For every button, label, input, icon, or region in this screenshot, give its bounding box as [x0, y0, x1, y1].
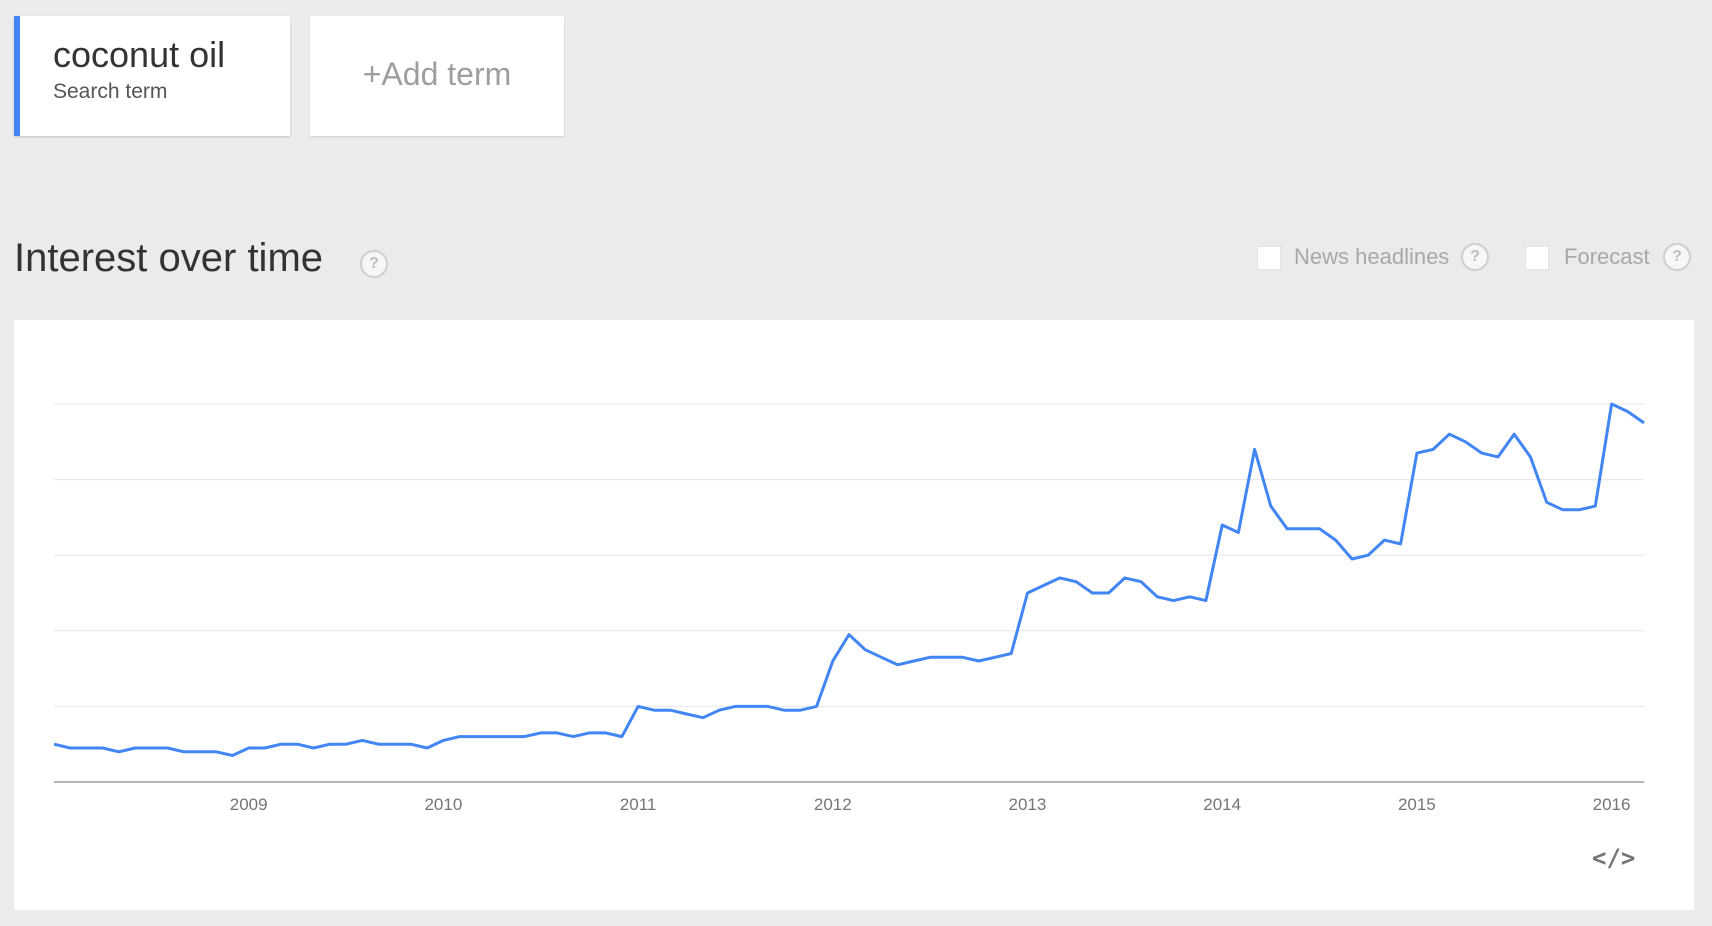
news-headlines-checkbox[interactable]: [1257, 246, 1281, 270]
add-term-label: +Add term: [362, 56, 512, 92]
x-tick-label: 2010: [424, 795, 462, 814]
x-tick-label: 2011: [620, 795, 657, 814]
x-tick-label: 2015: [1398, 795, 1436, 814]
search-term-card[interactable]: coconut oil Search term: [14, 16, 290, 136]
news-headlines-label[interactable]: News headlines: [1294, 244, 1450, 269]
chart-canvas: 2009 2010 2011 2012 2013 2014 2015 2016: [53, 402, 1645, 814]
forecast-label[interactable]: Forecast: [1564, 244, 1650, 269]
x-tick-label: 2014: [1203, 795, 1241, 814]
section-title: Interest over time: [14, 236, 324, 280]
forecast-question-icon[interactable]: ?: [1663, 243, 1691, 271]
news-headlines-question-icon[interactable]: ?: [1461, 243, 1489, 271]
interest-chart: 2009 2010 2011 2012 2013 2014 2015 2016 </>: [14, 320, 1694, 910]
x-tick-label: 2013: [1009, 795, 1047, 814]
embed-code-icon[interactable]: </>: [1592, 844, 1636, 872]
search-term-name: coconut oil: [53, 34, 226, 75]
x-tick-label: 2016: [1593, 795, 1631, 814]
forecast-checkbox[interactable]: [1525, 246, 1549, 270]
add-term-button[interactable]: +Add term: [310, 16, 564, 136]
x-tick-label: 2012: [814, 795, 852, 814]
series-line-coconut-oil[interactable]: [53, 402, 1645, 757]
question-icon[interactable]: ?: [360, 250, 388, 278]
header-band: [14, 160, 1694, 320]
search-term-type: Search term: [53, 80, 168, 103]
x-tick-label: 2009: [230, 795, 268, 814]
